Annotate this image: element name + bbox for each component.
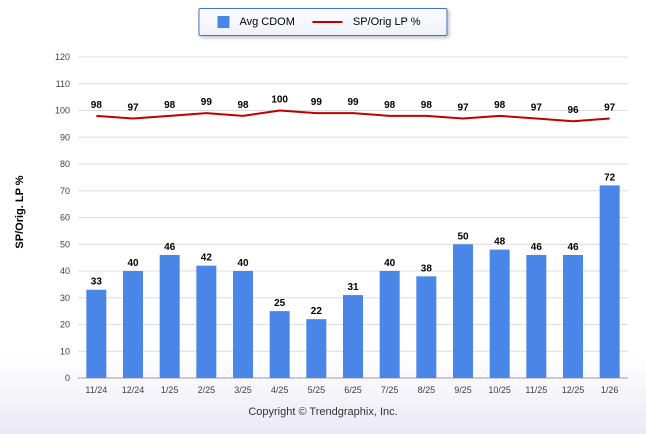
bar-value-label: 46	[531, 242, 543, 253]
line-value-label: 98	[494, 100, 506, 111]
y-tick-label: 40	[60, 266, 70, 276]
bar	[159, 254, 180, 378]
x-tick-label: 7/25	[381, 385, 399, 395]
x-tick-label: 1/26	[601, 385, 619, 395]
copyright-text: Copyright © Trendgraphix, Inc.	[248, 406, 398, 418]
y-tick-label: 30	[60, 293, 70, 303]
bar	[453, 244, 473, 378]
y-tick-label: 0	[65, 373, 70, 383]
x-tick-label: 5/25	[308, 385, 326, 395]
line-value-label: 98	[164, 100, 176, 111]
line-value-label: 97	[127, 103, 139, 114]
bar-value-label: 31	[347, 282, 359, 293]
line-value-label: 97	[531, 103, 543, 114]
legend-bar-label: Avg CDOM	[239, 16, 295, 28]
x-tick-label: 12/24	[122, 385, 145, 395]
line-value-label: 98	[91, 100, 103, 111]
x-tick-label: 2/25	[198, 385, 216, 395]
y-tick-label: 120	[55, 52, 70, 62]
x-tick-label: 11/25	[525, 385, 547, 395]
bar-value-label: 40	[237, 258, 249, 269]
y-tick-label: 110	[56, 79, 70, 89]
y-tick-label: 100	[55, 106, 70, 116]
line-value-label: 98	[421, 100, 433, 111]
line-value-label: 97	[604, 103, 616, 114]
y-tick-label: 80	[60, 159, 70, 169]
bar	[196, 265, 217, 378]
line-value-label: 98	[384, 100, 396, 111]
x-tick-label: 10/25	[488, 385, 511, 395]
bar	[489, 249, 510, 378]
bar-value-label: 38	[421, 263, 433, 274]
bar-value-label: 42	[201, 253, 213, 264]
legend-bar-swatch	[217, 16, 230, 28]
bar-value-label: 40	[127, 258, 139, 269]
x-tick-label: 11/24	[85, 385, 107, 395]
bar-value-label: 48	[494, 237, 506, 248]
x-tick-label: 8/25	[418, 385, 436, 395]
line-value-label: 99	[311, 97, 323, 108]
bar-value-label: 46	[164, 242, 176, 253]
x-tick-label: 1/25	[161, 385, 179, 395]
bar-value-label: 50	[457, 231, 469, 242]
bar	[416, 276, 437, 378]
y-tick-label: 20	[60, 320, 70, 330]
line-value-label: 97	[457, 103, 469, 114]
y-tick-label: 50	[60, 239, 70, 249]
bar-value-label: 40	[384, 258, 396, 269]
bar	[343, 295, 363, 378]
bar	[269, 311, 290, 378]
y-tick-label: 70	[60, 186, 70, 196]
x-tick-label: 9/25	[454, 385, 472, 395]
bar	[123, 271, 143, 378]
bar	[306, 319, 327, 378]
trend-line	[96, 109, 610, 123]
x-tick-label: 6/25	[344, 385, 362, 395]
bar-value-label: 22	[311, 306, 323, 317]
bar-value-label: 25	[274, 298, 286, 309]
bar-value-label: 46	[567, 242, 579, 253]
legend: Avg CDOM SP/Orig LP %	[198, 8, 448, 36]
legend-line-swatch	[312, 21, 343, 23]
y-tick-label: 90	[60, 132, 70, 142]
line-value-label: 99	[347, 97, 359, 108]
x-tick-label: 12/25	[562, 385, 585, 395]
bar	[233, 271, 253, 378]
bar	[563, 254, 583, 378]
y-tick-label: 10	[60, 346, 70, 356]
line-value-label: 99	[201, 97, 213, 108]
bar-value-label: 33	[91, 277, 103, 288]
bar-value-label: 72	[604, 172, 616, 183]
x-tick-label: 4/25	[271, 385, 289, 395]
line-value-label: 100	[271, 95, 288, 106]
x-tick-label: 3/25	[234, 385, 252, 395]
line-value-label: 98	[237, 100, 249, 111]
y-tick-label: 60	[60, 213, 70, 223]
line-value-label: 96	[567, 105, 579, 116]
bar	[526, 254, 547, 378]
bar	[599, 185, 620, 378]
bar	[379, 271, 400, 378]
bar	[86, 289, 107, 378]
legend-line-label: SP/Orig LP %	[352, 16, 421, 28]
